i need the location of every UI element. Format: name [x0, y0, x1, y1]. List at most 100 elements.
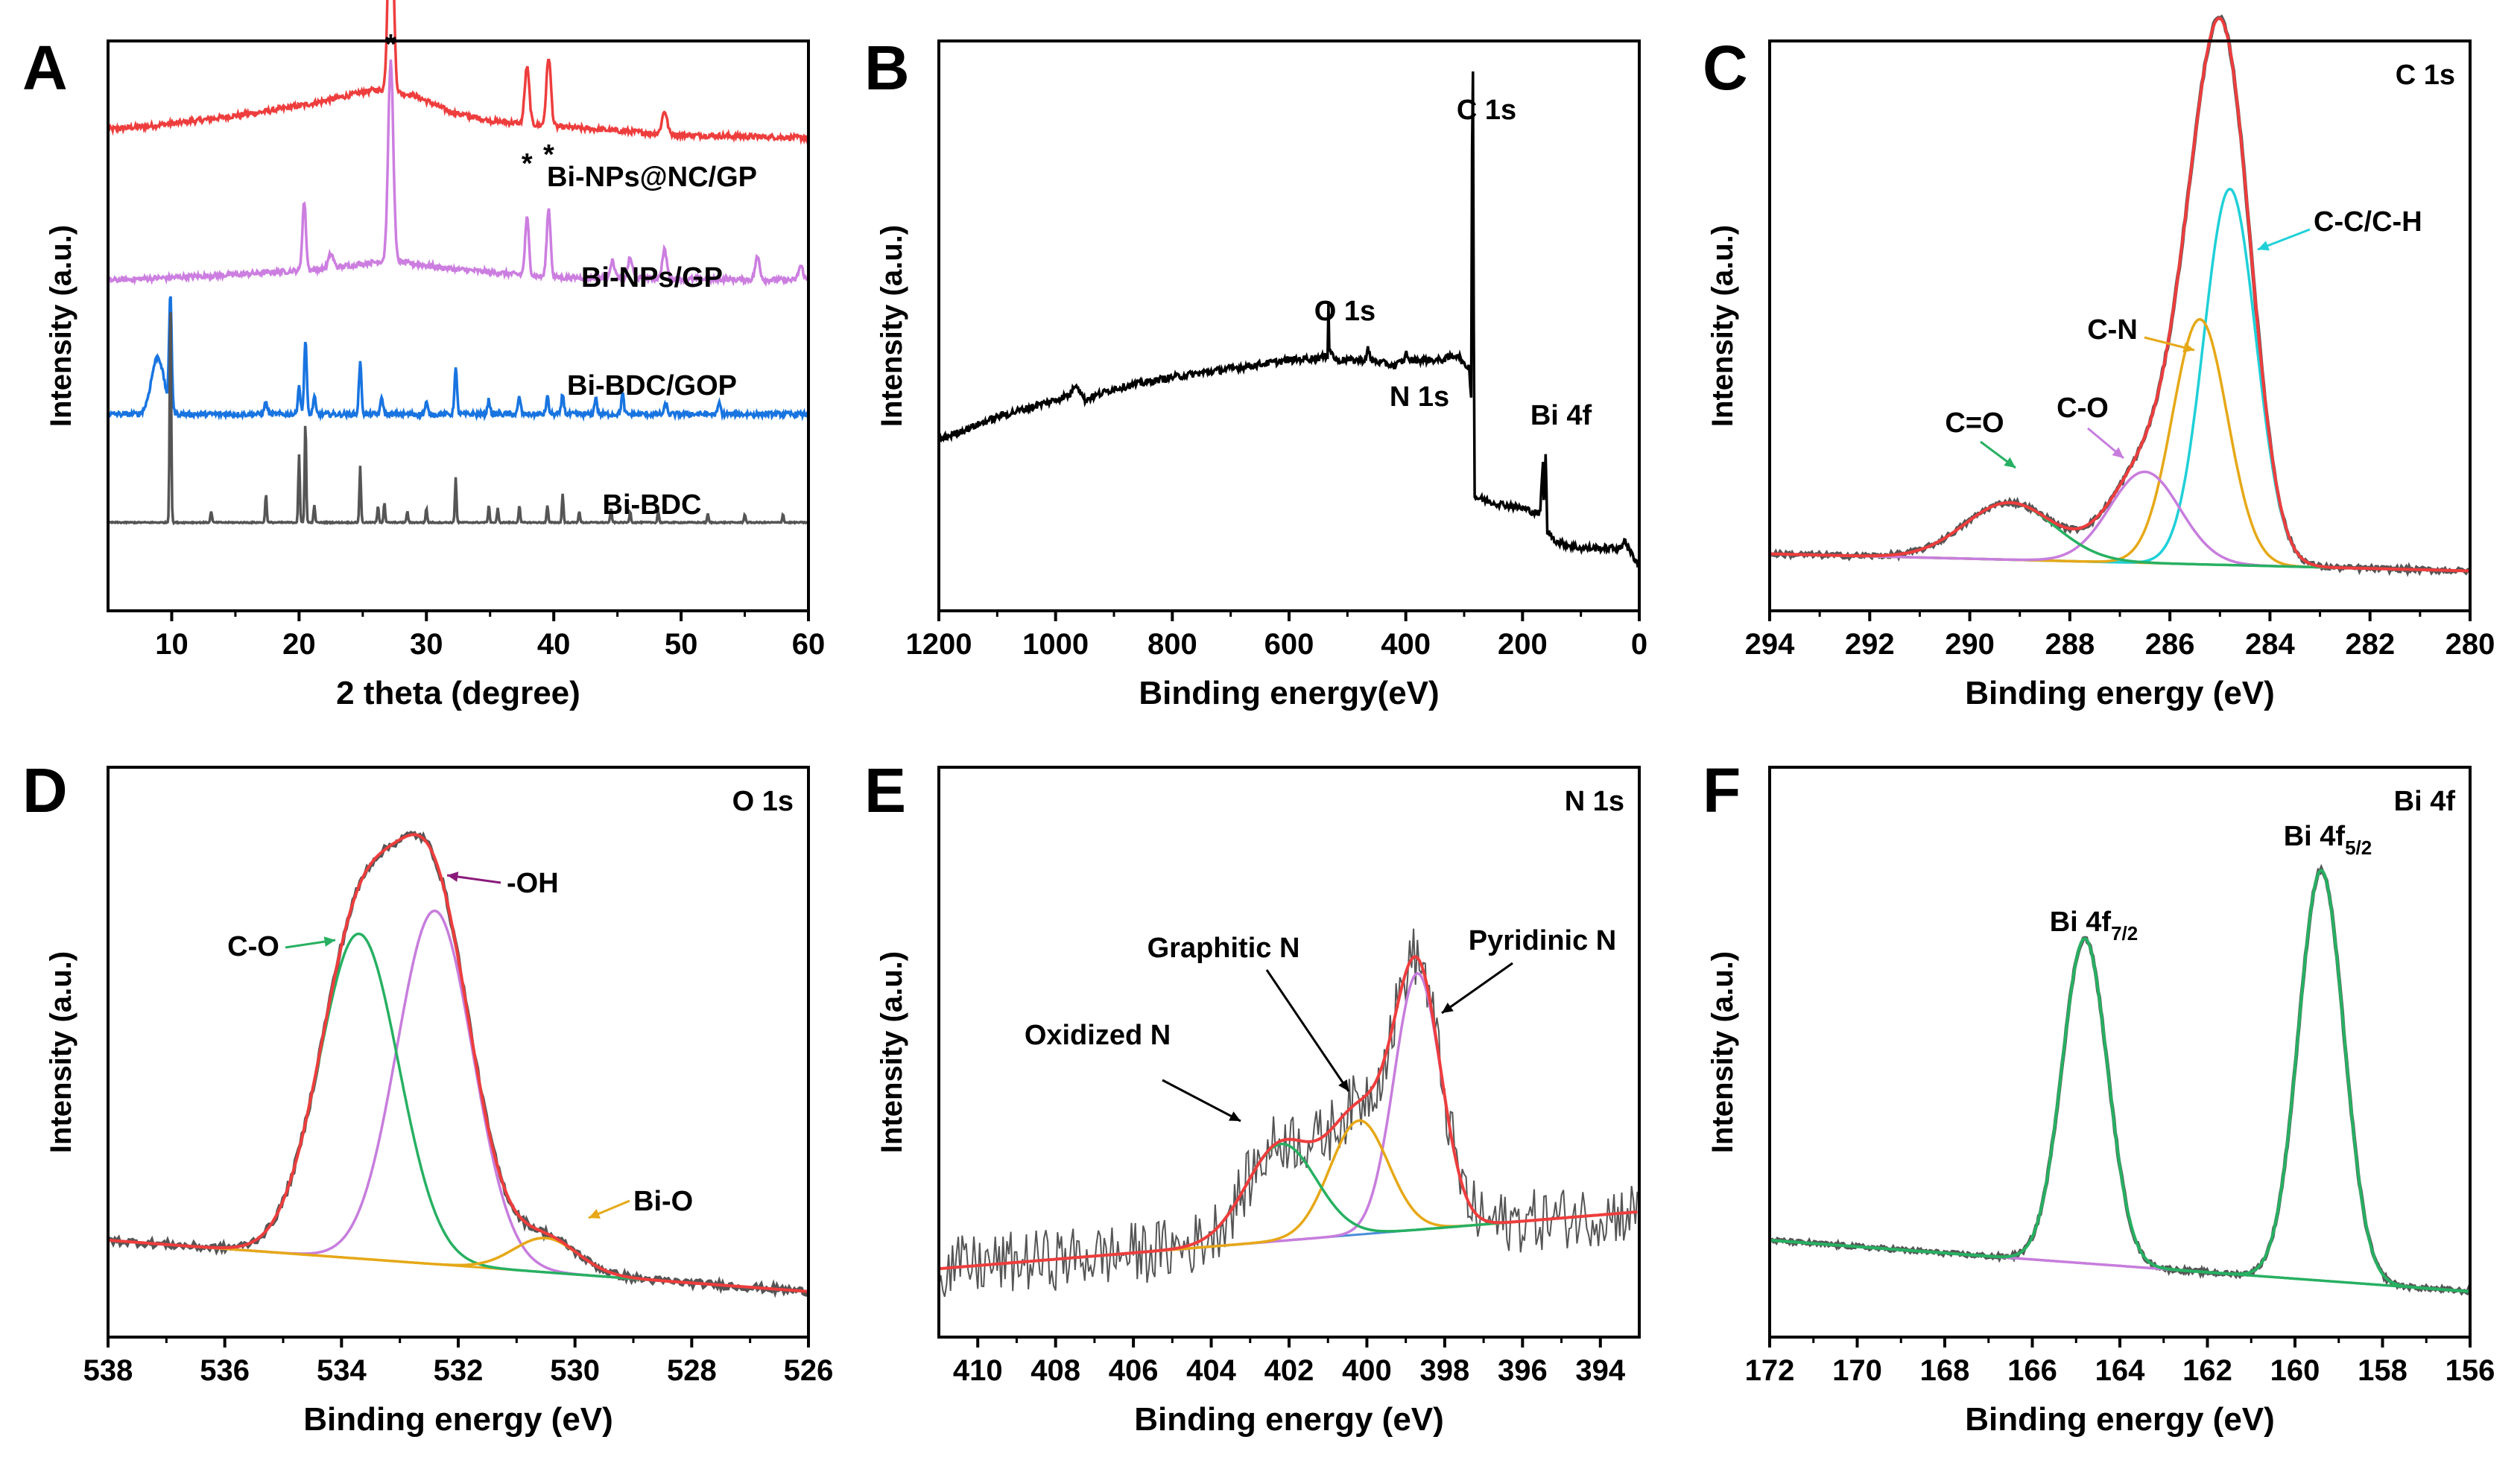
x-tick-label: 30 [410, 628, 443, 661]
raw-data-line [106, 830, 811, 1298]
x-tick-label: 530 [550, 1354, 600, 1387]
x-tick-label: 396 [1498, 1354, 1548, 1387]
x-axis-label: Binding energy (eV) [1965, 675, 2275, 711]
panel-D: D 538 536 534 532 530 528 526 Binding energy (eV… [22, 755, 833, 1438]
peak-label: C-N [2087, 314, 2138, 346]
x-tick-label: 404 [1186, 1354, 1236, 1387]
component-curve-3 [1770, 501, 2469, 573]
annotation-arrow [1441, 962, 1513, 1015]
peak-label: C-C/C-H [2314, 206, 2422, 238]
y-axis-label: Intensity (a.u.) [45, 951, 77, 1153]
plot-frame [937, 766, 1641, 1339]
arrow-head [2112, 447, 2124, 458]
plot-frame [1768, 39, 2472, 612]
x-tick-label: 402 [1264, 1354, 1314, 1387]
series-line-3 [107, 312, 809, 526]
x-axis-label: 2 theta (degree) [336, 675, 580, 711]
annotation-arrow [1162, 1079, 1241, 1123]
x-tick-label: 800 [1147, 628, 1197, 661]
y-axis-label: Intensity (a.u.) [45, 225, 77, 427]
envelope-line [1770, 16, 2469, 573]
x-tick-label: 1000 [1022, 628, 1089, 661]
x-tick-label: 536 [200, 1354, 250, 1387]
panel-title: O 1s [732, 786, 794, 817]
peak-label-main: Bi 4f [2050, 907, 2112, 938]
arrow-head [1338, 1079, 1349, 1091]
plot-frame [107, 766, 810, 1339]
x-tick-label: 50 [665, 628, 698, 661]
panel-title: N 1s [1565, 786, 1624, 817]
envelope-line [107, 833, 809, 1293]
x-axis-label: Binding energy(eV) [1139, 675, 1439, 711]
arrow-head [2258, 241, 2270, 251]
x-tick-label: 284 [2245, 628, 2295, 661]
peak-label: N 1s [1390, 381, 1449, 413]
x-tick-label: 160 [2270, 1354, 2320, 1387]
x-tick-label: 166 [2007, 1354, 2057, 1387]
x-tick-label: 526 [784, 1354, 834, 1387]
panel-title: Bi 4f [2394, 786, 2456, 817]
series-line-0 [107, 0, 809, 145]
x-tick-label: 398 [1420, 1354, 1470, 1387]
x-tick-label: 168 [1920, 1354, 1970, 1387]
x-tick-label: 400 [1342, 1354, 1392, 1387]
component-curve-0 [1770, 187, 2469, 573]
x-tick-label: 10 [155, 628, 189, 661]
x-tick-label: 290 [1945, 628, 1995, 661]
x-tick-label: 410 [953, 1354, 1003, 1387]
x-tick-label: 400 [1381, 628, 1431, 661]
component-curve-1 [1769, 937, 2470, 1293]
arrow-head [589, 1209, 601, 1219]
peak-label: Oxidized N [1025, 1020, 1171, 1051]
x-tick-label: 156 [2445, 1354, 2495, 1387]
arrow-head [2004, 457, 2016, 468]
panel-letter: A [22, 33, 68, 103]
peak-label: Pyridinic N [1469, 925, 1617, 956]
x-tick-label: 394 [1575, 1354, 1625, 1387]
x-tick-label: 200 [1498, 628, 1548, 661]
peak-label: C-O [227, 931, 279, 962]
raw-data-line [1769, 14, 2471, 577]
x-tick-label: 294 [1745, 628, 1795, 661]
panel-F: F 172 170 168 166 164 162 160 158 156 Binding ener… [1703, 755, 2495, 1438]
envelope-line [1769, 869, 2470, 1293]
x-tick-label: 1200 [906, 628, 972, 661]
panel-letter: E [864, 755, 906, 825]
peak-marker: * [522, 148, 533, 180]
peak-label: Bi 4f [1530, 400, 1592, 431]
component-curve-0 [107, 910, 809, 1293]
component-curve-1 [1770, 317, 2469, 573]
x-tick-label: 288 [2045, 628, 2095, 661]
panel-B: B 1200 1000 800 600 400 200 0 Binding energy(eV)… [864, 33, 1647, 711]
series-label: Bi-NPs@NC/GP [547, 162, 757, 193]
plot-frame [937, 39, 1641, 612]
x-tick-label: 534 [317, 1354, 367, 1387]
panel-letter: D [22, 755, 68, 825]
peak-label: -OH [507, 868, 559, 899]
x-axis-label: Binding energy (eV) [1965, 1401, 2275, 1438]
survey-line [937, 71, 1641, 568]
peak-label: C 1s [1457, 95, 1516, 126]
peak-label: C-O [2057, 393, 2109, 424]
peak-label-main: Bi 4f [2284, 821, 2346, 852]
y-axis-label: Intensity (a.u.) [876, 225, 908, 427]
peak-label: Graphitic N [1147, 933, 1300, 964]
peak-label: Bi 4f7/2 [2050, 907, 2138, 945]
x-tick-label: 538 [83, 1354, 133, 1387]
x-tick-label: 20 [282, 628, 316, 661]
x-tick-label: 406 [1109, 1354, 1159, 1387]
x-tick-label: 172 [1745, 1354, 1795, 1387]
x-axis-label: Binding energy (eV) [1134, 1401, 1444, 1438]
x-tick-label: 600 [1264, 628, 1314, 661]
series-line-2 [107, 296, 808, 422]
y-axis-label: Intensity (a.u.) [876, 951, 908, 1153]
panel-letter: B [864, 33, 910, 103]
peak-label: O 1s [1314, 296, 1375, 327]
annotation-arrow [1265, 969, 1350, 1092]
arrow-head [447, 872, 459, 882]
arrow-head [2182, 342, 2194, 353]
peak-label: Bi 4f5/2 [2284, 821, 2372, 859]
x-tick-label: 158 [2358, 1354, 2407, 1387]
series-label: Bi-BDC/GOP [567, 370, 737, 402]
